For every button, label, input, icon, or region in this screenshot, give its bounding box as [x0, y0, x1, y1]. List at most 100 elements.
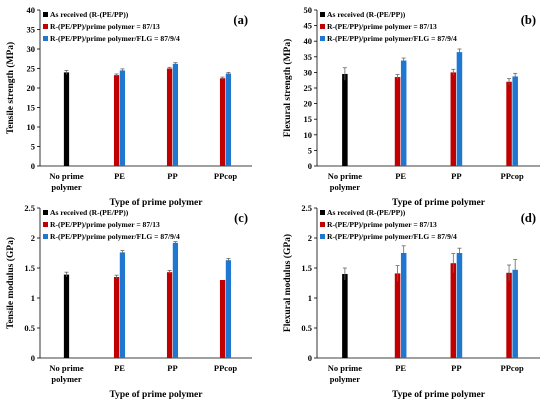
legend-label: R-(PE/PP)/prime polymer/FLG = 87/9/4	[327, 232, 457, 241]
legend-swatch	[43, 222, 48, 227]
y-tick-label: 45	[304, 21, 313, 31]
y-tick-label: 10	[27, 122, 36, 132]
y-tick-label: 1	[31, 293, 35, 303]
bar-flg	[512, 269, 518, 358]
x-category-label: PE	[395, 171, 406, 181]
x-category-label: No prime	[328, 171, 362, 181]
x-category-label: PPcop	[214, 171, 237, 181]
bar-flg	[456, 52, 463, 167]
y-tick-label: 30	[304, 67, 313, 77]
legend-swatch	[43, 36, 48, 41]
bar-flg	[119, 252, 126, 358]
bar-prime-polymer	[506, 81, 512, 166]
x-category-label: PP	[167, 171, 177, 181]
bar-as-received	[63, 274, 70, 358]
legend-label: R-(PE/PP)/prime polymer/FLG = 87/9/4	[327, 34, 457, 43]
legend-label: As received (R-(PE/PP))	[327, 10, 406, 19]
x-category-label: No prime	[328, 363, 362, 373]
legend-label: R-(PE/PP)/prime polymer = 87/13	[50, 22, 160, 31]
legend-label: As received (R-(PE/PP))	[50, 10, 129, 19]
y-tick-label: 35	[27, 25, 36, 35]
bar-prime-polymer	[394, 77, 401, 166]
legend-swatch	[43, 210, 48, 215]
legend-swatch	[320, 24, 325, 29]
x-axis-label: Type of prime polymer	[392, 390, 486, 400]
y-tick-label: 15	[304, 114, 313, 124]
legend-label: As received (R-(PE/PP))	[50, 208, 129, 217]
y-tick-label: 20	[27, 83, 36, 93]
x-category-label: PP	[451, 171, 461, 181]
bar-flg	[119, 70, 126, 166]
legend-swatch	[320, 222, 325, 227]
x-category-label: PP	[451, 363, 461, 373]
y-axis-label: Tensile strength (MPa)	[5, 42, 16, 134]
y-tick-label: 2.5	[301, 203, 312, 213]
bar-prime-polymer	[113, 277, 120, 358]
y-axis-label: Flexural modulus (GPa)	[282, 234, 293, 332]
legend-swatch	[320, 12, 325, 17]
bar-prime-polymer	[450, 263, 457, 358]
y-tick-label: 1.5	[24, 263, 35, 273]
legend-label: R-(PE/PP)/prime polymer = 87/13	[327, 220, 437, 229]
chart-panel-4: 0 0.5 1 1.5 2 2.5 Flexural modulus (GPa) No pri…	[282, 203, 540, 400]
panel-label: (c)	[234, 211, 248, 225]
y-tick-label: 0	[31, 353, 35, 363]
x-category-label: No prime	[49, 363, 83, 373]
chart-panel-2: 0 5 10 15 20 25 30 35 40 45 50 Flexural strength (M…	[282, 5, 540, 208]
x-category-label: polymer	[330, 374, 360, 384]
bar-flg	[225, 73, 232, 166]
y-tick-label: 50	[304, 5, 313, 15]
y-tick-label: 1.5	[301, 263, 312, 273]
x-category-label: polymer	[51, 182, 81, 192]
legend-swatch	[320, 36, 325, 41]
y-tick-label: 2	[31, 233, 35, 243]
y-tick-label: 0	[308, 353, 312, 363]
bar-as-received	[342, 274, 348, 358]
x-category-label: polymer	[51, 374, 81, 384]
y-tick-label: 35	[304, 52, 313, 62]
x-category-label: PE	[395, 363, 406, 373]
x-axis-label: Type of prime polymer	[110, 390, 204, 400]
y-tick-label: 10	[304, 130, 313, 140]
bar-flg	[172, 63, 179, 166]
legend-swatch	[43, 234, 48, 239]
x-axis-label: Type of prime polymer	[110, 198, 204, 208]
x-category-label: PPcop	[501, 171, 524, 181]
legend-label: R-(PE/PP)/prime polymer = 87/13	[50, 220, 160, 229]
bar-prime-polymer	[219, 280, 226, 358]
panel-label: (d)	[521, 211, 536, 225]
y-tick-label: 2	[308, 233, 312, 243]
y-axis-label: Flexural strength (MPa)	[282, 39, 293, 138]
panel-label: (a)	[233, 13, 248, 27]
x-category-label: PE	[114, 363, 125, 373]
y-tick-label: 20	[304, 99, 313, 109]
bar-flg	[225, 260, 232, 358]
x-category-label: PPcop	[501, 363, 524, 373]
y-tick-label: 5	[31, 142, 35, 152]
y-tick-label: 0.5	[24, 323, 35, 333]
bar-as-received	[342, 73, 348, 166]
y-tick-label: 5	[308, 145, 312, 155]
legend-swatch	[320, 234, 325, 239]
legend-label: R-(PE/PP)/prime polymer = 87/13	[327, 22, 437, 31]
y-tick-label: 25	[304, 83, 313, 93]
bar-prime-polymer	[166, 68, 173, 166]
y-tick-label: 0	[308, 161, 312, 171]
y-tick-label: 15	[27, 103, 36, 113]
legend-swatch	[320, 210, 325, 215]
bar-flg	[400, 60, 407, 166]
x-category-label: PPcop	[214, 363, 237, 373]
y-tick-label: 40	[27, 5, 36, 15]
legend-label: R-(PE/PP)/prime polymer/FLG = 87/9/4	[50, 34, 180, 43]
y-tick-label: 1	[308, 293, 312, 303]
bar-prime-polymer	[394, 273, 401, 358]
bar-prime-polymer	[219, 78, 226, 166]
legend-swatch	[43, 24, 48, 29]
bar-flg	[456, 253, 463, 358]
bar-as-received	[63, 72, 70, 166]
x-category-label: PE	[114, 171, 125, 181]
bar-prime-polymer	[506, 272, 512, 358]
bar-prime-polymer	[450, 72, 457, 166]
y-tick-label: 30	[27, 44, 36, 54]
